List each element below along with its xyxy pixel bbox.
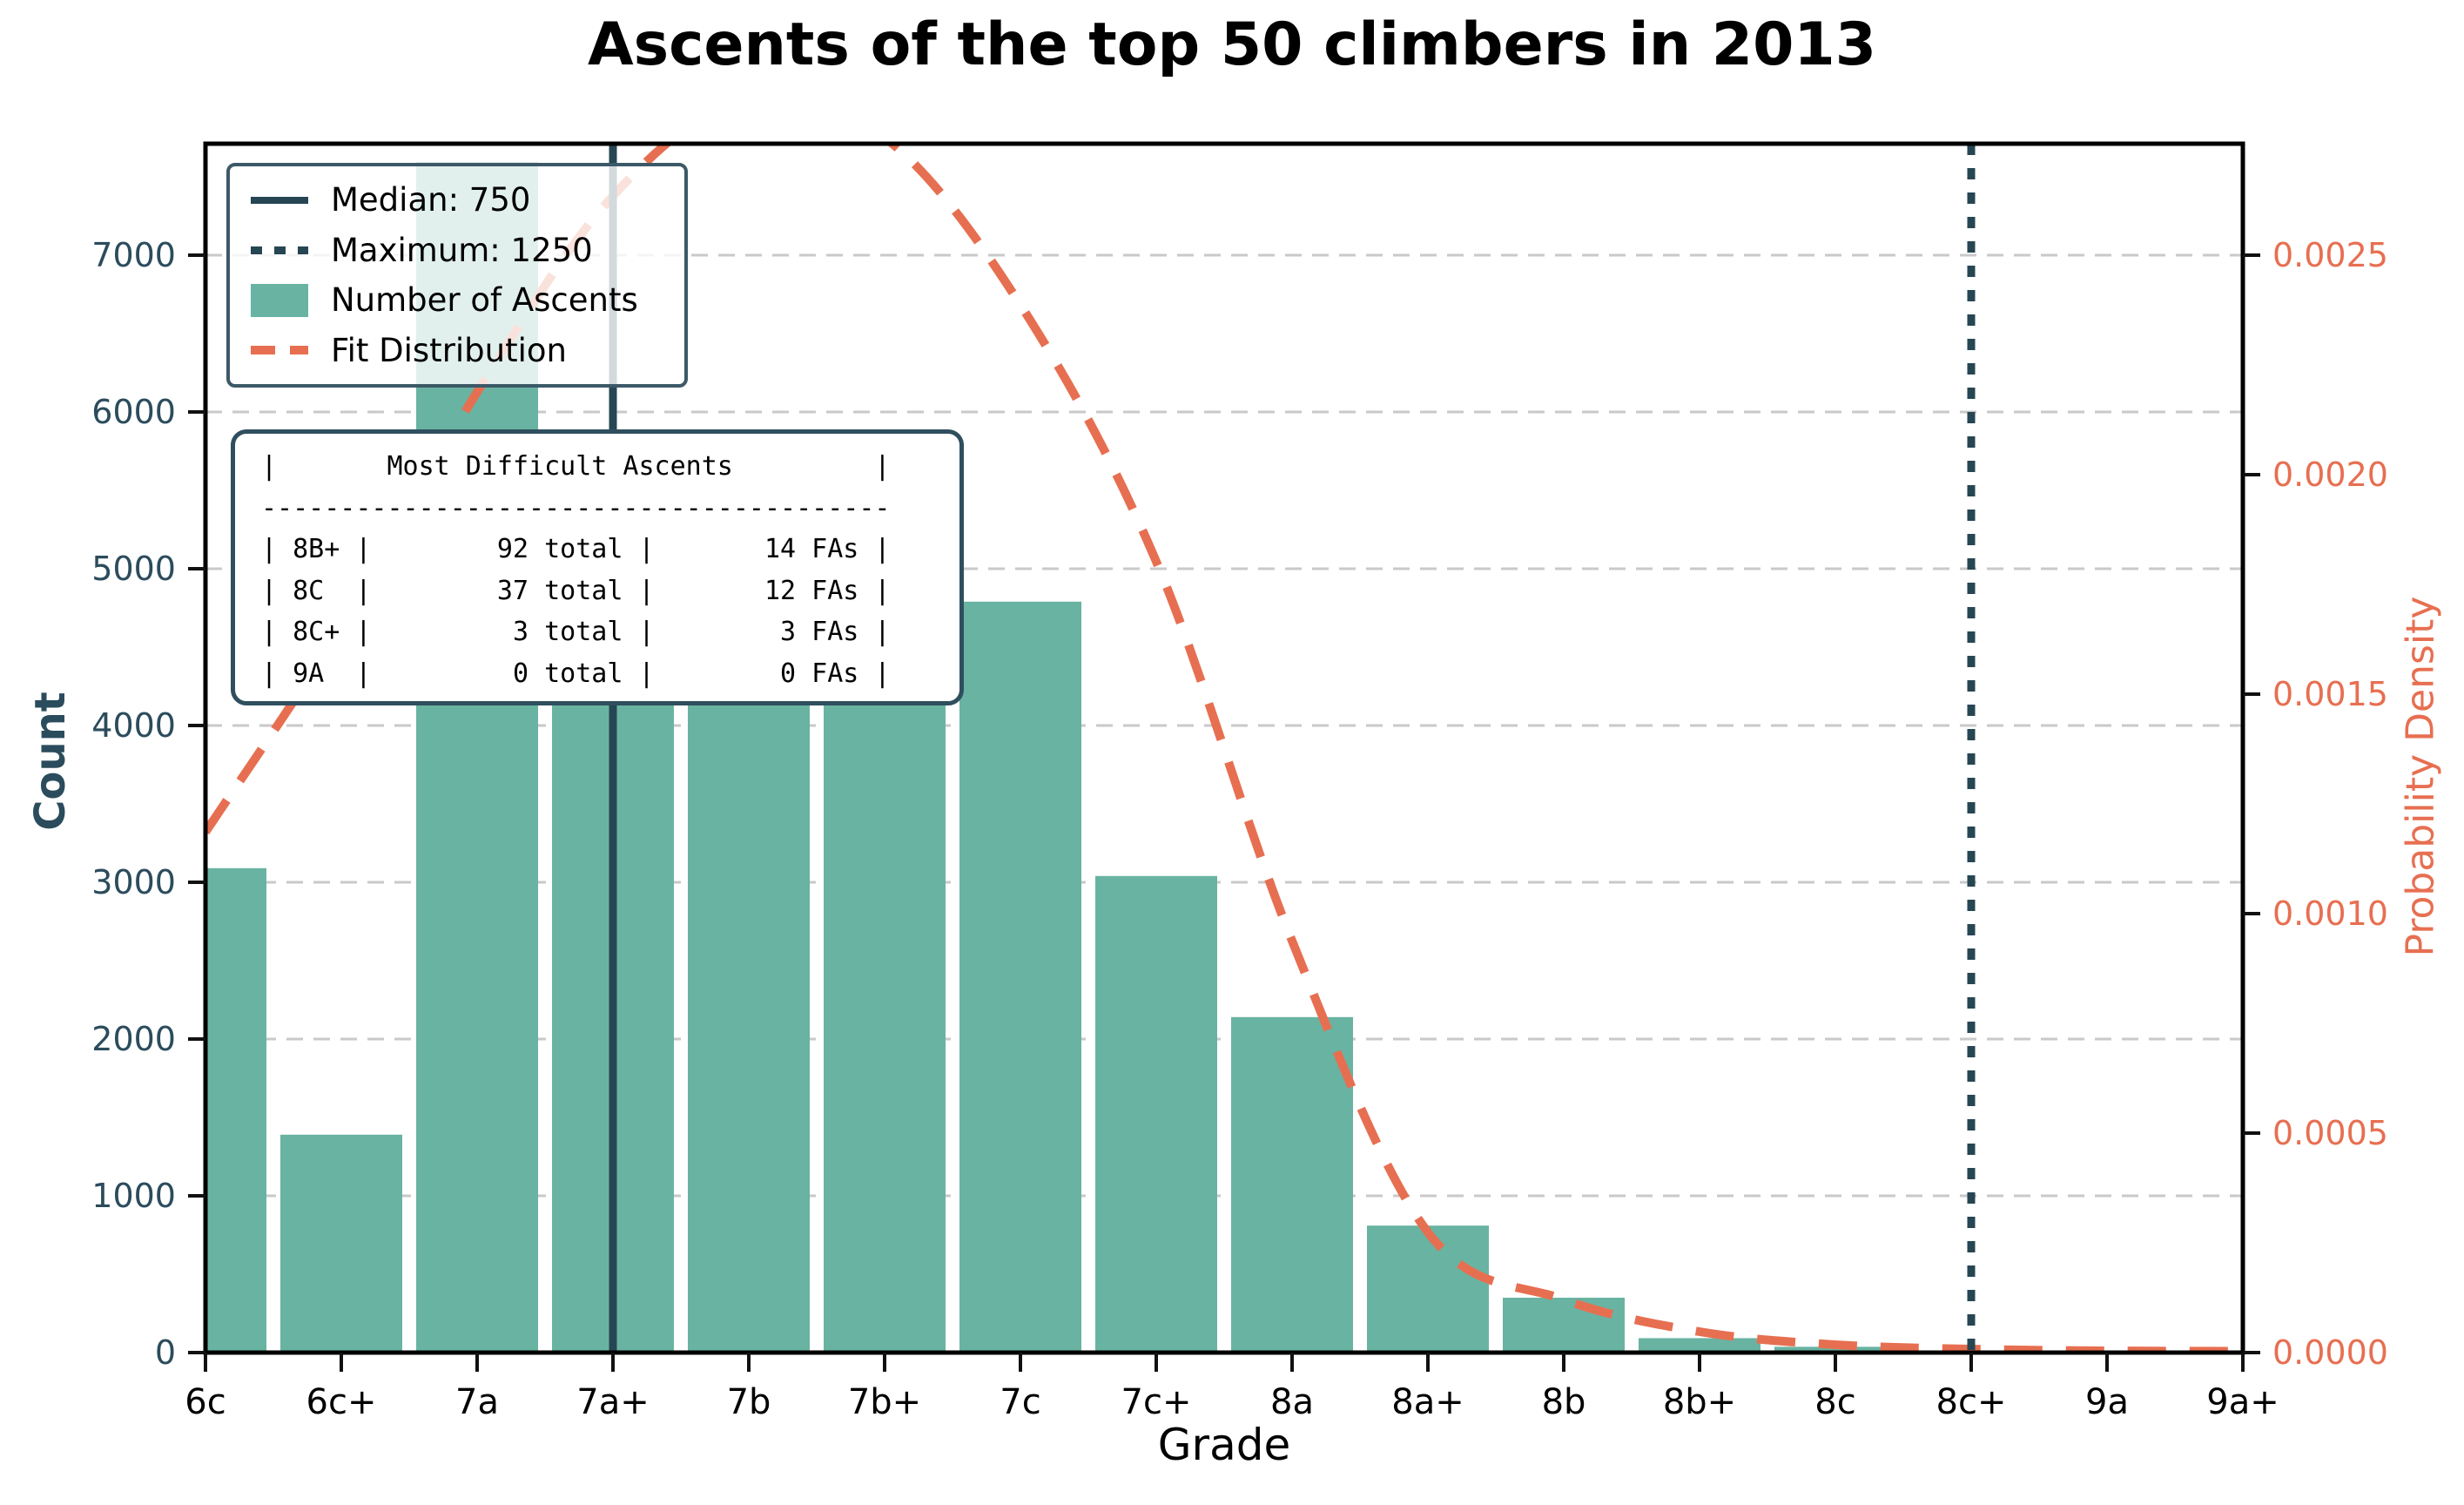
- bar-swatch-icon: [251, 283, 308, 317]
- x-tick-label: 8b: [1542, 1382, 1586, 1422]
- median-line-sample-icon: [251, 196, 308, 204]
- left-tick-label: 2000: [91, 1020, 176, 1058]
- left-tick-label: 4000: [91, 706, 176, 745]
- left-tick-label: 7000: [91, 236, 176, 274]
- bar-7b+: [824, 577, 946, 1353]
- bar-8b: [1503, 1298, 1625, 1353]
- legend-item-fit: Fit Distribution: [251, 332, 676, 369]
- left-axis-label: Count: [26, 692, 75, 831]
- x-tick-label: 7a+: [576, 1382, 649, 1422]
- right-tick-label: 0.0005: [2272, 1114, 2388, 1152]
- bar-6c+: [280, 1134, 402, 1353]
- x-tick-label: 9a: [2085, 1382, 2129, 1422]
- x-tick-label: 6c: [185, 1382, 226, 1422]
- bar-8a: [1231, 1016, 1353, 1353]
- x-tick-label: 6c+: [306, 1382, 377, 1422]
- bar-6c: [205, 867, 266, 1353]
- right-tick-label: 0.0000: [2272, 1333, 2388, 1372]
- ticks: [188, 253, 2260, 1372]
- most-difficult-ascents-table: | Most Difficult Ascents | -------------…: [231, 429, 964, 705]
- bar-7c+: [1095, 875, 1217, 1353]
- x-tick-label: 8b+: [1663, 1382, 1736, 1422]
- legend-label-median: Median: 750: [331, 181, 531, 219]
- bar-8a+: [1367, 1225, 1489, 1353]
- legend-item-maximum: Maximum: 1250: [251, 232, 676, 269]
- left-tick-label: 1000: [91, 1177, 176, 1215]
- x-tick-label: 8c+: [1936, 1382, 2007, 1422]
- left-tick-label: 6000: [91, 393, 176, 431]
- left-tick-label: 3000: [91, 863, 176, 901]
- right-tick-label: 0.0010: [2272, 894, 2388, 933]
- x-tick-label: 7c: [1000, 1382, 1040, 1422]
- legend: Median: 750 Maximum: 1250 Number of Asce…: [226, 163, 688, 388]
- right-tick-label: 0.0025: [2272, 236, 2388, 274]
- left-tick-label: 0: [155, 1333, 176, 1372]
- x-tick-label: 8a: [1270, 1382, 1314, 1422]
- fit-line-sample-icon: [251, 346, 308, 355]
- x-tick-label: 7c+: [1121, 1382, 1192, 1422]
- bar-8b+: [1639, 1338, 1760, 1353]
- legend-item-ascents: Number of Ascents: [251, 281, 676, 319]
- legend-label-fit: Fit Distribution: [331, 331, 567, 369]
- bar-8c: [1774, 1346, 1896, 1353]
- right-tick-label: 0.0015: [2272, 675, 2388, 713]
- bottom-axis-label: Grade: [1157, 1420, 1291, 1470]
- right-tick-label: 0.0020: [2272, 456, 2388, 494]
- bar-7c: [959, 601, 1081, 1353]
- x-tick-label: 7a: [455, 1382, 499, 1422]
- x-tick-label: 7b: [727, 1382, 771, 1422]
- maximum-line-sample-icon: [251, 246, 308, 254]
- x-tick-label: 8c: [1814, 1382, 1855, 1422]
- legend-label-maximum: Maximum: 1250: [331, 231, 593, 269]
- x-tick-label: 7b+: [848, 1382, 921, 1422]
- x-tick-label: 8a+: [1391, 1382, 1464, 1422]
- chart-title: Ascents of the top 50 climbers in 2013: [587, 10, 1877, 79]
- plot-frame: [203, 141, 2245, 1355]
- left-tick-label: 5000: [91, 550, 176, 588]
- x-tick-label: 9a+: [2206, 1382, 2279, 1422]
- legend-item-median: Median: 750: [251, 181, 676, 219]
- right-axis-label: Probability Density: [2398, 596, 2443, 957]
- legend-label-ascents: Number of Ascents: [331, 281, 638, 320]
- tick-labels: 0 1000 2000 3000 4000 5000 6000 7000 0.0000 0.000…: [91, 236, 2388, 1422]
